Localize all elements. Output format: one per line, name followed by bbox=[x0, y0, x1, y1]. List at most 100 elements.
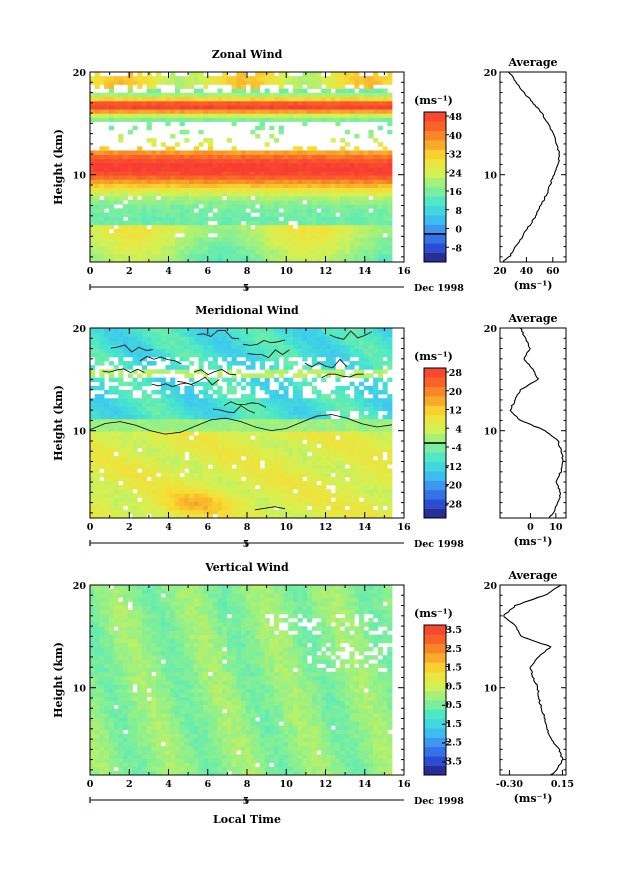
heatmap-cell bbox=[174, 385, 181, 391]
heatmap-cell bbox=[113, 501, 119, 507]
heatmap-cell bbox=[137, 352, 143, 358]
heatmap-cell bbox=[311, 501, 317, 507]
heatmap-cell bbox=[330, 224, 336, 230]
heatmap-cell bbox=[377, 241, 383, 246]
heatmap-cell bbox=[250, 92, 256, 98]
heatmap-cell bbox=[241, 394, 247, 399]
y-tick-label: 20 bbox=[73, 68, 87, 79]
heatmap-cell bbox=[90, 435, 96, 440]
heatmap-cell bbox=[373, 228, 379, 234]
heatmap-cell bbox=[264, 369, 270, 374]
heatmap-cell bbox=[231, 216, 237, 222]
heatmap-cell bbox=[363, 406, 369, 412]
heatmap-cell bbox=[321, 505, 327, 511]
heatmap-cell bbox=[316, 200, 322, 205]
colorbar-tick-label: 16 bbox=[449, 187, 463, 198]
heatmap-cell bbox=[113, 460, 119, 465]
heatmap-cell bbox=[170, 340, 176, 345]
heatmap-cell bbox=[297, 505, 303, 511]
heatmap-cell bbox=[207, 443, 214, 449]
heatmap-cell bbox=[311, 113, 317, 118]
heatmap-cell bbox=[354, 328, 360, 333]
heatmap-cell bbox=[340, 92, 346, 98]
heatmap-cell bbox=[151, 406, 157, 412]
heatmap-cell bbox=[330, 80, 336, 85]
heatmap-cell bbox=[325, 241, 332, 246]
heatmap-cell bbox=[198, 435, 204, 440]
heatmap-cell bbox=[170, 336, 176, 341]
heatmap-cell bbox=[231, 228, 237, 234]
heatmap-cell bbox=[123, 484, 129, 490]
heatmap-cell bbox=[255, 253, 261, 259]
heatmap-cell bbox=[325, 423, 332, 428]
heatmap-cell bbox=[321, 365, 327, 370]
heatmap-cell bbox=[160, 480, 166, 486]
heatmap-cell bbox=[316, 352, 322, 358]
heatmap-cell bbox=[165, 385, 171, 391]
heatmap-cell bbox=[203, 468, 209, 473]
heatmap-cell bbox=[165, 398, 171, 403]
heatmap-cell bbox=[193, 171, 199, 176]
heatmap-cell bbox=[259, 109, 265, 114]
heatmap-cell bbox=[382, 228, 388, 234]
heatmap-cell bbox=[297, 406, 303, 412]
heatmap-cell bbox=[104, 92, 110, 98]
heatmap-cell bbox=[283, 220, 289, 226]
heatmap-cell bbox=[222, 340, 228, 345]
heatmap-cell bbox=[236, 96, 242, 102]
heatmap-cell bbox=[363, 348, 369, 354]
heatmap-cell bbox=[311, 435, 317, 440]
heatmap-cell bbox=[316, 84, 322, 89]
heatmap-cell bbox=[118, 336, 124, 341]
heatmap-cell bbox=[165, 175, 171, 180]
heatmap-cell bbox=[297, 204, 303, 209]
heatmap-cell bbox=[217, 257, 223, 263]
heatmap-cell bbox=[241, 373, 247, 378]
heatmap-cell bbox=[259, 439, 265, 445]
heatmap-cell bbox=[297, 460, 303, 465]
heatmap-cell bbox=[358, 328, 365, 333]
heatmap-cell bbox=[387, 175, 393, 180]
heatmap-cell bbox=[184, 84, 190, 89]
heatmap-cell bbox=[255, 328, 261, 333]
heatmap-cell bbox=[94, 76, 100, 81]
heatmap-cell bbox=[189, 237, 195, 242]
heatmap-cell bbox=[283, 369, 289, 374]
heatmap-cell bbox=[321, 212, 327, 217]
heatmap-cell bbox=[288, 493, 294, 498]
heatmap-cell bbox=[217, 88, 223, 94]
heatmap-cell bbox=[165, 472, 171, 478]
heatmap-cell bbox=[387, 228, 393, 234]
heatmap-cell bbox=[245, 150, 251, 156]
heatmap-cell bbox=[288, 435, 294, 440]
heatmap-cell bbox=[137, 158, 143, 164]
heatmap-cell bbox=[363, 439, 369, 445]
heatmap-cell bbox=[104, 443, 110, 449]
heatmap-cell bbox=[212, 505, 218, 511]
heatmap-cell bbox=[108, 410, 114, 416]
heatmap-cell bbox=[141, 389, 148, 395]
heatmap-cell bbox=[174, 476, 181, 482]
heatmap-cell bbox=[382, 183, 388, 189]
heatmap-cell bbox=[269, 220, 275, 226]
heatmap-cell bbox=[269, 447, 275, 453]
heatmap-cell bbox=[344, 195, 350, 201]
heatmap-cell bbox=[193, 72, 199, 77]
heatmap-cell bbox=[349, 439, 355, 445]
heatmap-cell bbox=[170, 464, 176, 469]
heatmap-cell bbox=[302, 233, 308, 238]
heatmap-cell bbox=[259, 257, 265, 263]
heatmap-cell bbox=[90, 443, 96, 449]
heatmap-cell bbox=[222, 423, 228, 428]
heatmap-cell bbox=[137, 100, 143, 106]
heatmap-cell bbox=[99, 109, 105, 114]
heatmap-cell bbox=[193, 113, 199, 118]
heatmap-cell bbox=[255, 179, 261, 184]
heatmap-cell bbox=[354, 472, 360, 478]
heatmap-cell bbox=[330, 332, 336, 337]
heatmap-cell bbox=[174, 241, 181, 246]
heatmap-cell bbox=[207, 414, 214, 420]
heatmap-cell bbox=[94, 398, 100, 403]
heatmap-cell bbox=[160, 332, 166, 337]
heatmap-cell bbox=[99, 183, 105, 189]
